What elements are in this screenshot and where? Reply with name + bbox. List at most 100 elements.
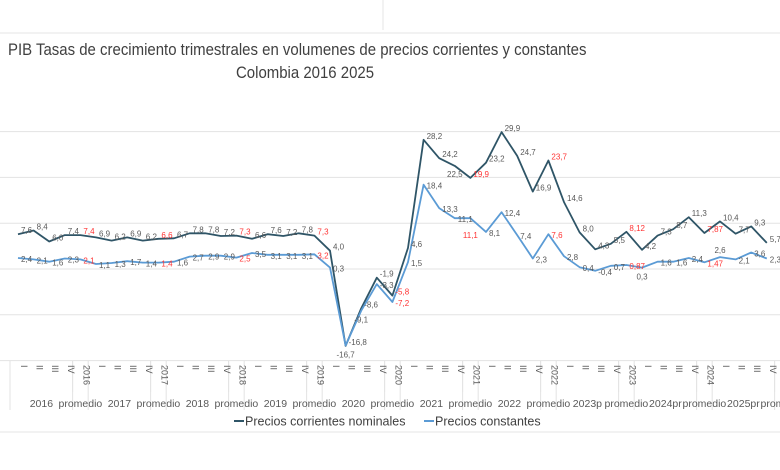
x-tick-label: II: [737, 365, 747, 370]
group-label: promedio: [449, 398, 493, 410]
data-label: 2,9: [208, 253, 220, 262]
data-label: 18,4: [427, 182, 443, 191]
data-label: -16,8: [349, 338, 368, 347]
x-tick-label: II: [581, 365, 591, 370]
data-label: 7,6: [21, 226, 33, 235]
data-label: 6,7: [177, 230, 189, 239]
x-tick-label: 2020: [393, 365, 403, 385]
x-tick-label: I: [175, 365, 185, 368]
data-label: -8,6: [364, 300, 378, 309]
data-label: 4,0: [333, 243, 345, 252]
x-tick-label: III: [440, 365, 450, 373]
series-line-nominal: [17, 131, 768, 347]
chart-title: PIB Tasas de crecimiento trimestrales en…: [8, 40, 587, 59]
x-tick-label: III: [128, 365, 138, 373]
data-label: -1,9: [380, 270, 394, 279]
x-tick-label: II: [113, 365, 123, 370]
data-label: 7,87: [707, 225, 723, 234]
legend-label-nominal: Precios corrientes nominales: [245, 415, 406, 429]
group-label: promedio: [371, 398, 415, 410]
data-label: 28,2: [427, 132, 443, 141]
x-tick-label: III: [752, 365, 762, 373]
group-label: promedio: [683, 398, 727, 410]
data-label: 3,5: [255, 250, 267, 259]
data-label: 7,6: [551, 231, 563, 240]
x-tick-label: 2021: [471, 365, 481, 385]
data-label: 1,6: [52, 259, 64, 268]
x-tick-label: II: [347, 365, 357, 370]
x-tick-label: IV: [768, 365, 778, 374]
x-tick-label: 2024: [705, 365, 715, 385]
data-label: 13,3: [442, 205, 458, 214]
group-label: promedio: [215, 398, 259, 410]
data-label: 1,1: [99, 261, 111, 270]
data-label: 2,3: [536, 255, 548, 264]
data-label: 8,7: [676, 221, 688, 230]
data-label: 6,6: [255, 231, 267, 240]
data-label: 1,4: [161, 260, 173, 269]
x-tick-label: 2022: [549, 365, 559, 385]
data-label: -0,4: [598, 268, 612, 277]
x-tick-label: 2016: [81, 365, 91, 385]
x-tick-label: IV: [222, 365, 232, 374]
x-tick-label: IV: [144, 365, 154, 374]
data-label: 2,5: [239, 255, 251, 264]
group-label: 2020: [342, 398, 366, 410]
x-tick-label: 2018: [237, 365, 247, 385]
data-label: 2,4: [21, 255, 33, 264]
data-label: 22,5: [447, 170, 463, 179]
data-label: 24,7: [520, 148, 536, 157]
data-label: 1,7: [130, 258, 142, 267]
data-label: 7,2: [286, 228, 298, 237]
x-tick-label: IV: [534, 365, 544, 374]
data-label: 11,1: [458, 215, 474, 224]
x-tick-label: I: [721, 365, 731, 368]
data-label: 7,8: [208, 225, 220, 234]
data-label: 19,9: [473, 170, 489, 179]
data-label: 2,4: [692, 255, 704, 264]
group-label: promedio: [293, 398, 337, 410]
data-label: 4,6: [411, 240, 423, 249]
data-label: 2,9: [224, 253, 236, 262]
x-tick-label: IV: [378, 365, 388, 374]
x-tick-label: III: [362, 365, 372, 373]
x-tick-label: 2017: [159, 365, 169, 385]
x-tick-label: IV: [66, 365, 76, 374]
group-label: 2024pr: [649, 398, 682, 410]
data-label: 3,6: [754, 250, 766, 259]
data-label: -9,1: [354, 316, 368, 325]
data-label: 7,3: [317, 228, 329, 237]
x-tick-label: I: [253, 365, 263, 368]
x-tick-label: II: [35, 365, 45, 370]
data-label: 7,6: [271, 226, 283, 235]
data-label: 2,7: [193, 254, 205, 263]
data-label: 6,9: [130, 229, 142, 238]
data-label: 8,0: [583, 224, 595, 233]
data-label: 6,0: [52, 234, 64, 243]
data-label: 2,8: [567, 253, 579, 262]
data-label: 6,6: [161, 231, 173, 240]
x-tick-label: IV: [690, 365, 700, 374]
data-label: 7,4: [83, 227, 95, 236]
x-tick-label: II: [659, 365, 669, 370]
data-label: 11,3: [692, 209, 708, 218]
group-label: promedio: [59, 398, 103, 410]
data-label: 8,12: [629, 224, 645, 233]
data-label: 1,4: [146, 260, 158, 269]
data-label: 8,4: [37, 223, 49, 232]
data-label: -7,2: [395, 299, 409, 308]
data-label: 2,3: [68, 255, 80, 264]
data-label: 4,3: [598, 241, 610, 250]
data-label: 2,6: [714, 246, 726, 255]
data-label: 7,8: [302, 225, 314, 234]
x-tick-label: III: [50, 365, 60, 373]
x-tick-label: 2019: [315, 365, 325, 385]
group-label: 2021: [420, 398, 444, 410]
data-label: 5,7: [770, 235, 780, 244]
group-label: promedio: [605, 398, 649, 410]
x-tick-label: I: [565, 365, 575, 368]
data-label: -5,8: [395, 288, 409, 297]
data-label: -3,3: [380, 281, 394, 290]
x-tick-label: I: [643, 365, 653, 368]
x-tick-label: III: [674, 365, 684, 373]
